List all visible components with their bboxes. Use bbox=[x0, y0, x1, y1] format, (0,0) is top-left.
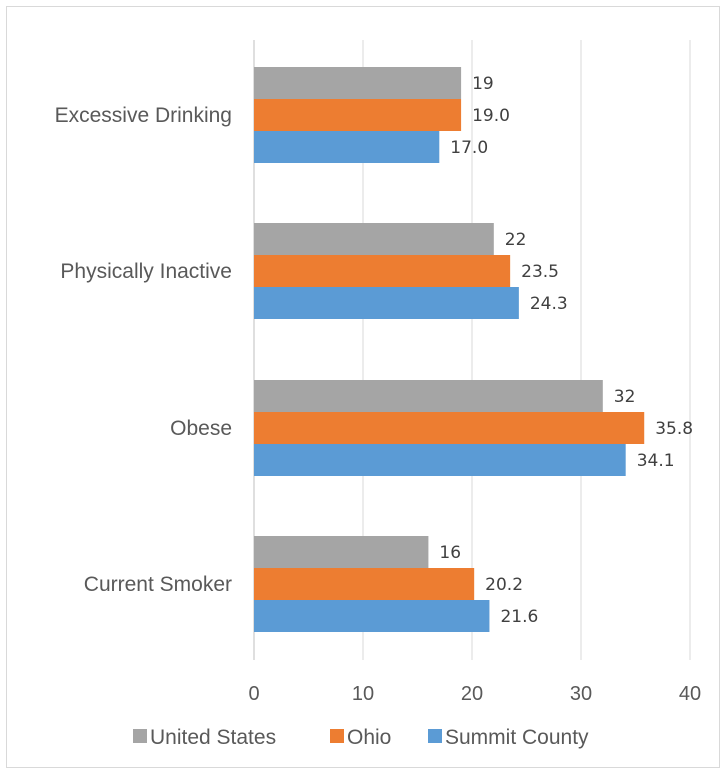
legend-swatch bbox=[330, 729, 344, 743]
category-label: Obese bbox=[170, 417, 232, 440]
data-label: 21.6 bbox=[500, 607, 538, 627]
data-label: 23.5 bbox=[521, 262, 559, 282]
x-tick-label: 0 bbox=[248, 683, 259, 705]
data-label: 24.3 bbox=[530, 294, 568, 314]
bar-united-states-excessive-drinking bbox=[254, 67, 462, 99]
legend-swatch bbox=[428, 729, 442, 743]
x-tick-label: 30 bbox=[570, 683, 592, 705]
data-label: 19 bbox=[472, 74, 494, 94]
data-label: 35.8 bbox=[655, 419, 693, 439]
legend-swatch bbox=[133, 729, 147, 743]
category-label: Current Smoker bbox=[84, 573, 232, 596]
legend: United States Ohio Summit County bbox=[133, 726, 589, 749]
category-labels: Excessive Drinking Physically Inactive Obe… bbox=[55, 104, 232, 596]
data-label: 19.0 bbox=[472, 106, 510, 126]
bar-summit-county-obese bbox=[254, 444, 626, 476]
bar-united-states-physically-inactive bbox=[254, 223, 494, 255]
x-tick-label: 20 bbox=[461, 683, 483, 705]
bar-summit-county-physically-inactive bbox=[254, 287, 519, 319]
category-label: Excessive Drinking bbox=[55, 104, 232, 127]
x-tick-label: 40 bbox=[679, 683, 701, 705]
x-tick-label: 10 bbox=[352, 683, 374, 705]
data-label: 22 bbox=[505, 230, 527, 250]
data-label: 20.2 bbox=[485, 575, 523, 595]
bar-summit-county-excessive-drinking bbox=[254, 131, 440, 163]
data-labels: 19 19.0 17.0 22 23.5 24.3 32 35.8 34.1 16 20.2 21.6 bbox=[439, 74, 693, 627]
data-label: 32 bbox=[614, 387, 636, 407]
bar-ohio-obese bbox=[254, 412, 645, 444]
bar-ohio-excessive-drinking bbox=[254, 99, 462, 131]
bar-united-states-obese bbox=[254, 380, 603, 412]
bar-united-states-current-smoker bbox=[254, 536, 429, 568]
bar-summit-county-current-smoker bbox=[254, 600, 490, 632]
x-axis-tick-labels: 0 10 20 30 40 bbox=[248, 683, 701, 705]
bar-ohio-physically-inactive bbox=[254, 255, 511, 287]
data-label: 17.0 bbox=[450, 138, 488, 158]
category-label: Physically Inactive bbox=[60, 260, 232, 283]
data-label: 34.1 bbox=[637, 451, 675, 471]
bars bbox=[254, 67, 645, 632]
bar-ohio-current-smoker bbox=[254, 568, 475, 600]
data-label: 16 bbox=[439, 543, 461, 563]
legend-label: Ohio bbox=[347, 726, 391, 749]
legend-label: United States bbox=[150, 726, 276, 749]
legend-label: Summit County bbox=[445, 726, 589, 749]
